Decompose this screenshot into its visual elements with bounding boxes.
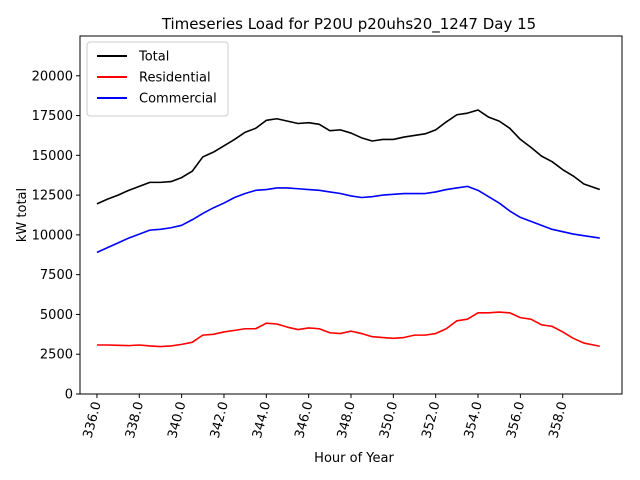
y-tick-label: 2500 xyxy=(40,348,73,363)
series-line-residential xyxy=(96,311,600,348)
y-tick-label: 17500 xyxy=(32,109,73,124)
series-line-commercial xyxy=(96,185,600,254)
y-axis-title: kW total xyxy=(15,188,30,242)
legend-label-total: Total xyxy=(138,50,169,65)
y-tick-label: 20000 xyxy=(32,69,73,84)
x-axis-title: Hour of Year xyxy=(314,451,394,466)
y-tick-label: 7500 xyxy=(40,268,73,283)
y-tick-label: 0 xyxy=(65,388,73,403)
legend: Total Residential Commercial xyxy=(86,41,229,117)
y-tick-label: 5000 xyxy=(40,308,73,323)
series-line-total xyxy=(96,109,601,205)
legend-label-commercial: Commercial xyxy=(139,92,217,107)
legend-label-residential: Residential xyxy=(139,71,211,86)
y-tick-label: 10000 xyxy=(32,228,73,243)
y-axis: 0 2500 5000 7500 10000 12500 15000 17500 20000 xyxy=(32,69,80,403)
y-tick-label: 15000 xyxy=(32,149,73,164)
y-tick-label: 12500 xyxy=(32,189,73,204)
chart-title: Timeseries Load for P20U p20uhs20_1247 D… xyxy=(161,15,536,34)
series-layer xyxy=(96,109,601,348)
